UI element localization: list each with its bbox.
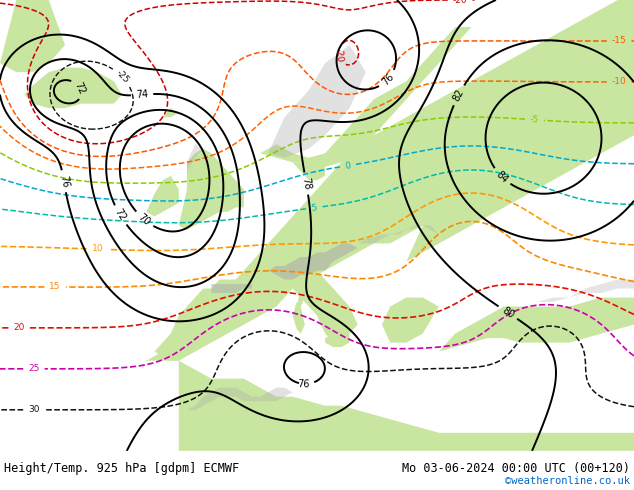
Polygon shape — [146, 176, 179, 217]
Polygon shape — [285, 262, 358, 343]
Polygon shape — [187, 144, 204, 172]
Polygon shape — [146, 0, 634, 361]
Polygon shape — [382, 297, 439, 343]
Polygon shape — [179, 149, 244, 230]
Text: Height/Temp. 925 hPa [gdpm] ECMWF: Height/Temp. 925 hPa [gdpm] ECMWF — [4, 462, 239, 475]
Text: 82: 82 — [451, 87, 466, 103]
Polygon shape — [268, 45, 366, 158]
Text: 30: 30 — [28, 405, 40, 415]
Text: 76: 76 — [297, 378, 309, 389]
Polygon shape — [260, 27, 472, 167]
Polygon shape — [24, 68, 122, 108]
Polygon shape — [301, 279, 358, 343]
Polygon shape — [297, 289, 305, 307]
Text: 74: 74 — [136, 89, 148, 100]
Text: -25: -25 — [114, 69, 131, 85]
Polygon shape — [211, 284, 252, 293]
Text: 70: 70 — [136, 212, 152, 227]
Text: 25: 25 — [29, 365, 39, 373]
Polygon shape — [406, 90, 634, 262]
Text: -20: -20 — [334, 47, 344, 62]
Polygon shape — [293, 302, 305, 334]
Text: ©weatheronline.co.uk: ©weatheronline.co.uk — [505, 476, 630, 486]
Polygon shape — [358, 225, 439, 244]
Text: -5: -5 — [529, 115, 539, 124]
Text: Mo 03-06-2024 00:00 UTC (00+120): Mo 03-06-2024 00:00 UTC (00+120) — [402, 462, 630, 475]
Text: 5: 5 — [311, 203, 317, 213]
Text: 76: 76 — [380, 72, 396, 87]
Text: 15: 15 — [49, 283, 61, 292]
Polygon shape — [179, 361, 634, 451]
Polygon shape — [155, 279, 252, 361]
Text: 0: 0 — [344, 161, 351, 171]
Polygon shape — [293, 158, 325, 180]
Text: 72: 72 — [72, 80, 87, 96]
Text: 78: 78 — [301, 176, 312, 191]
Polygon shape — [0, 0, 65, 72]
Text: -15: -15 — [612, 36, 626, 46]
Text: 10: 10 — [92, 245, 103, 254]
Text: -10: -10 — [612, 77, 626, 86]
Polygon shape — [325, 329, 349, 347]
Text: 20: 20 — [13, 323, 25, 332]
Polygon shape — [439, 297, 634, 352]
Polygon shape — [162, 108, 179, 117]
Text: 72: 72 — [113, 207, 127, 223]
Text: 76: 76 — [58, 174, 70, 188]
Text: 84: 84 — [494, 169, 510, 185]
Polygon shape — [268, 244, 358, 279]
Text: 80: 80 — [500, 305, 515, 320]
Text: -20: -20 — [453, 0, 467, 4]
Polygon shape — [187, 388, 293, 410]
Polygon shape — [536, 279, 634, 302]
